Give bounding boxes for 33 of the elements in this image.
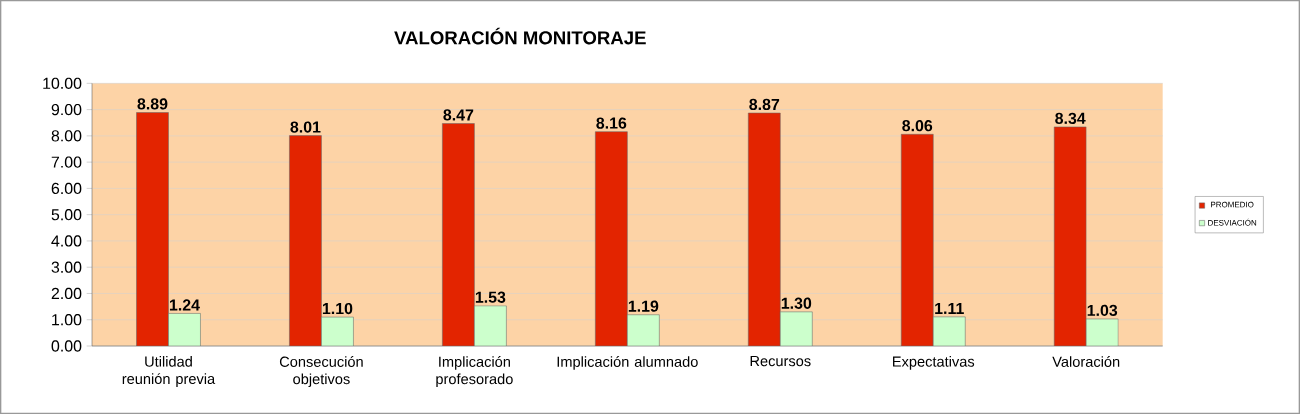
data-label: 8.87 [749, 98, 780, 111]
x-tick-label: Recursos [750, 356, 811, 367]
y-tick-label: 0.00 [51, 340, 82, 352]
y-tick-label: 9.00 [51, 103, 82, 116]
y-tick-label: 1.00 [52, 314, 82, 326]
y-tick-label: 10.00 [43, 77, 82, 89]
data-label: 1.03 [1087, 304, 1118, 317]
y-tick-label: 2.00 [51, 287, 82, 300]
data-label: 1.53 [475, 291, 506, 303]
data-label: 1.19 [628, 300, 659, 312]
data-label: 1.10 [322, 302, 353, 315]
y-tick-label: 5.00 [51, 209, 82, 221]
data-label: 8.06 [902, 120, 933, 132]
y-tick-label: 6.00 [51, 182, 82, 195]
data-label: 8.16 [596, 117, 627, 129]
data-label: 8.89 [137, 98, 168, 110]
data-label: 8.47 [443, 109, 474, 121]
data-label: 8.01 [290, 121, 321, 133]
x-tick-label: Valoración [1052, 356, 1120, 367]
data-label: 1.11 [935, 302, 964, 314]
data-label: 1.30 [781, 297, 812, 309]
x-tick-label: Implicación profesorado [436, 356, 513, 388]
y-tick-label: 4.00 [51, 235, 82, 247]
y-tick-label: 8.00 [51, 130, 82, 142]
y-tick-label: 3.00 [51, 261, 82, 273]
data-label: 8.34 [1055, 112, 1086, 125]
y-tick-label: 7.00 [51, 156, 82, 168]
x-tick-label: Expectativas [893, 356, 975, 370]
x-tick-label: Implicación alumnado [557, 356, 698, 370]
data-label: 1.24 [169, 299, 200, 311]
x-tick-label: Utilidad reunión previa [122, 356, 216, 387]
x-tick-label: Consecución objetivos [279, 356, 363, 388]
chart-title: VALORACIÓN MONITORAJE [394, 27, 646, 45]
